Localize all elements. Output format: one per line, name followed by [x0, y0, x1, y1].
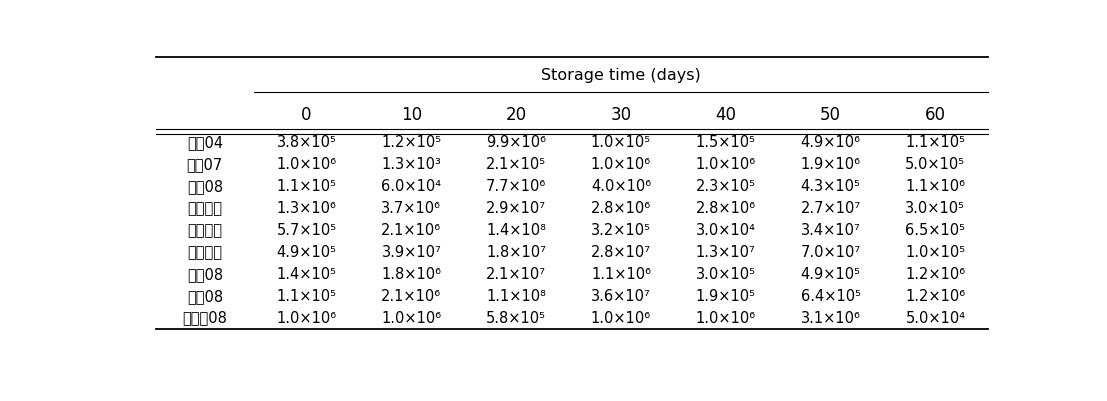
Text: 7.7×10⁶: 7.7×10⁶	[486, 179, 546, 194]
Text: 4.9×10⁶: 4.9×10⁶	[800, 135, 860, 150]
Text: 1.3×10³: 1.3×10³	[382, 157, 442, 172]
Text: 1.1×10⁸: 1.1×10⁸	[486, 289, 546, 304]
Text: 1.0×10⁶: 1.0×10⁶	[277, 311, 337, 326]
Text: 7.0×10⁷: 7.0×10⁷	[800, 245, 860, 260]
Text: 1.8×10⁶: 1.8×10⁶	[382, 267, 442, 282]
Text: 9.9×10⁶: 9.9×10⁶	[486, 135, 546, 150]
Text: 1.1×10⁵: 1.1×10⁵	[906, 135, 965, 150]
Text: 4.9×10⁵: 4.9×10⁵	[277, 245, 337, 260]
Text: 3.1×10⁶: 3.1×10⁶	[800, 311, 860, 326]
Text: 2.8×10⁷: 2.8×10⁷	[591, 245, 651, 260]
Text: 5.0×10⁵: 5.0×10⁵	[906, 157, 965, 172]
Text: 1.9×10⁵: 1.9×10⁵	[695, 289, 756, 304]
Text: 멕시케08: 멕시케08	[183, 311, 227, 326]
Text: 2.8×10⁶: 2.8×10⁶	[695, 201, 756, 216]
Text: 3.9×10⁷: 3.9×10⁷	[382, 245, 442, 260]
Text: 1.1×10⁵: 1.1×10⁵	[277, 179, 337, 194]
Text: 1.3×10⁶: 1.3×10⁶	[277, 201, 337, 216]
Text: 2.1×10⁶: 2.1×10⁶	[381, 223, 442, 238]
Text: 개천07: 개천07	[187, 157, 223, 172]
Text: 1.4×10⁵: 1.4×10⁵	[277, 267, 337, 282]
Text: 동일08: 동일08	[187, 179, 223, 194]
Text: 40: 40	[715, 105, 736, 124]
Text: 1.0×10⁶: 1.0×10⁶	[695, 311, 756, 326]
Text: 4.0×10⁶: 4.0×10⁶	[591, 179, 651, 194]
Text: 6.0×10⁴: 6.0×10⁴	[382, 179, 442, 194]
Text: 2.1×10⁶: 2.1×10⁶	[381, 289, 442, 304]
Text: 재제소금: 재제소금	[187, 245, 223, 260]
Text: 60: 60	[924, 105, 945, 124]
Text: 1.3×10⁷: 1.3×10⁷	[696, 245, 756, 260]
Text: 중국08: 중국08	[187, 267, 223, 282]
Text: 2.1×10⁷: 2.1×10⁷	[486, 267, 546, 282]
Text: 1.2×10⁶: 1.2×10⁶	[906, 267, 965, 282]
Text: 3.0×10⁴: 3.0×10⁴	[696, 223, 756, 238]
Text: 2.3×10⁵: 2.3×10⁵	[695, 179, 756, 194]
Text: 1.0×10⁶: 1.0×10⁶	[277, 157, 337, 172]
Text: 2.7×10⁷: 2.7×10⁷	[800, 201, 860, 216]
Text: 3.8×10⁵: 3.8×10⁵	[277, 135, 337, 150]
Text: 5.7×10⁵: 5.7×10⁵	[277, 223, 337, 238]
Text: 3.0×10⁵: 3.0×10⁵	[695, 267, 756, 282]
Text: Storage time (days): Storage time (days)	[541, 68, 701, 83]
Text: 50: 50	[820, 105, 841, 124]
Text: 3.7×10⁶: 3.7×10⁶	[382, 201, 442, 216]
Text: 1.9×10⁶: 1.9×10⁶	[800, 157, 860, 172]
Text: 1.4×10⁸: 1.4×10⁸	[486, 223, 546, 238]
Text: 3.0×10⁵: 3.0×10⁵	[906, 201, 965, 216]
Text: 2.1×10⁵: 2.1×10⁵	[486, 157, 546, 172]
Text: 2.9×10⁷: 2.9×10⁷	[486, 201, 546, 216]
Text: 태평04: 태평04	[187, 135, 223, 150]
Text: 1.0×10⁶: 1.0×10⁶	[381, 311, 442, 326]
Text: 6.4×10⁵: 6.4×10⁵	[800, 289, 860, 304]
Text: 1.2×10⁶: 1.2×10⁶	[906, 289, 965, 304]
Text: 1.0×10⁶: 1.0×10⁶	[591, 311, 651, 326]
Text: 1.0×10⁵: 1.0×10⁵	[906, 245, 965, 260]
Text: 1.0×10⁵: 1.0×10⁵	[591, 135, 651, 150]
Text: 30: 30	[610, 105, 631, 124]
Text: 1.1×10⁵: 1.1×10⁵	[277, 289, 337, 304]
Text: 5.8×10⁵: 5.8×10⁵	[486, 311, 546, 326]
Text: 4.9×10⁵: 4.9×10⁵	[800, 267, 860, 282]
Text: 20: 20	[506, 105, 527, 124]
Text: 1.1×10⁶: 1.1×10⁶	[591, 267, 651, 282]
Text: 2.8×10⁶: 2.8×10⁶	[591, 201, 651, 216]
Text: 3.4×10⁷: 3.4×10⁷	[800, 223, 860, 238]
Text: 호주08: 호주08	[187, 289, 223, 304]
Text: 1.5×10⁵: 1.5×10⁵	[695, 135, 756, 150]
Text: 1.1×10⁶: 1.1×10⁶	[906, 179, 965, 194]
Text: 5.0×10⁴: 5.0×10⁴	[906, 311, 965, 326]
Text: 0: 0	[301, 105, 312, 124]
Text: 3.2×10⁵: 3.2×10⁵	[591, 223, 651, 238]
Text: 1.0×10⁶: 1.0×10⁶	[591, 157, 651, 172]
Text: 3.6×10⁷: 3.6×10⁷	[591, 289, 651, 304]
Text: 1.8×10⁷: 1.8×10⁷	[486, 245, 546, 260]
Text: 함초자연: 함초자연	[187, 201, 223, 216]
Text: 4.3×10⁵: 4.3×10⁵	[800, 179, 860, 194]
Text: 1.2×10⁵: 1.2×10⁵	[381, 135, 442, 150]
Text: 6.5×10⁵: 6.5×10⁵	[906, 223, 965, 238]
Text: 10: 10	[401, 105, 422, 124]
Text: 미세분말: 미세분말	[187, 223, 223, 238]
Text: 1.0×10⁶: 1.0×10⁶	[695, 157, 756, 172]
